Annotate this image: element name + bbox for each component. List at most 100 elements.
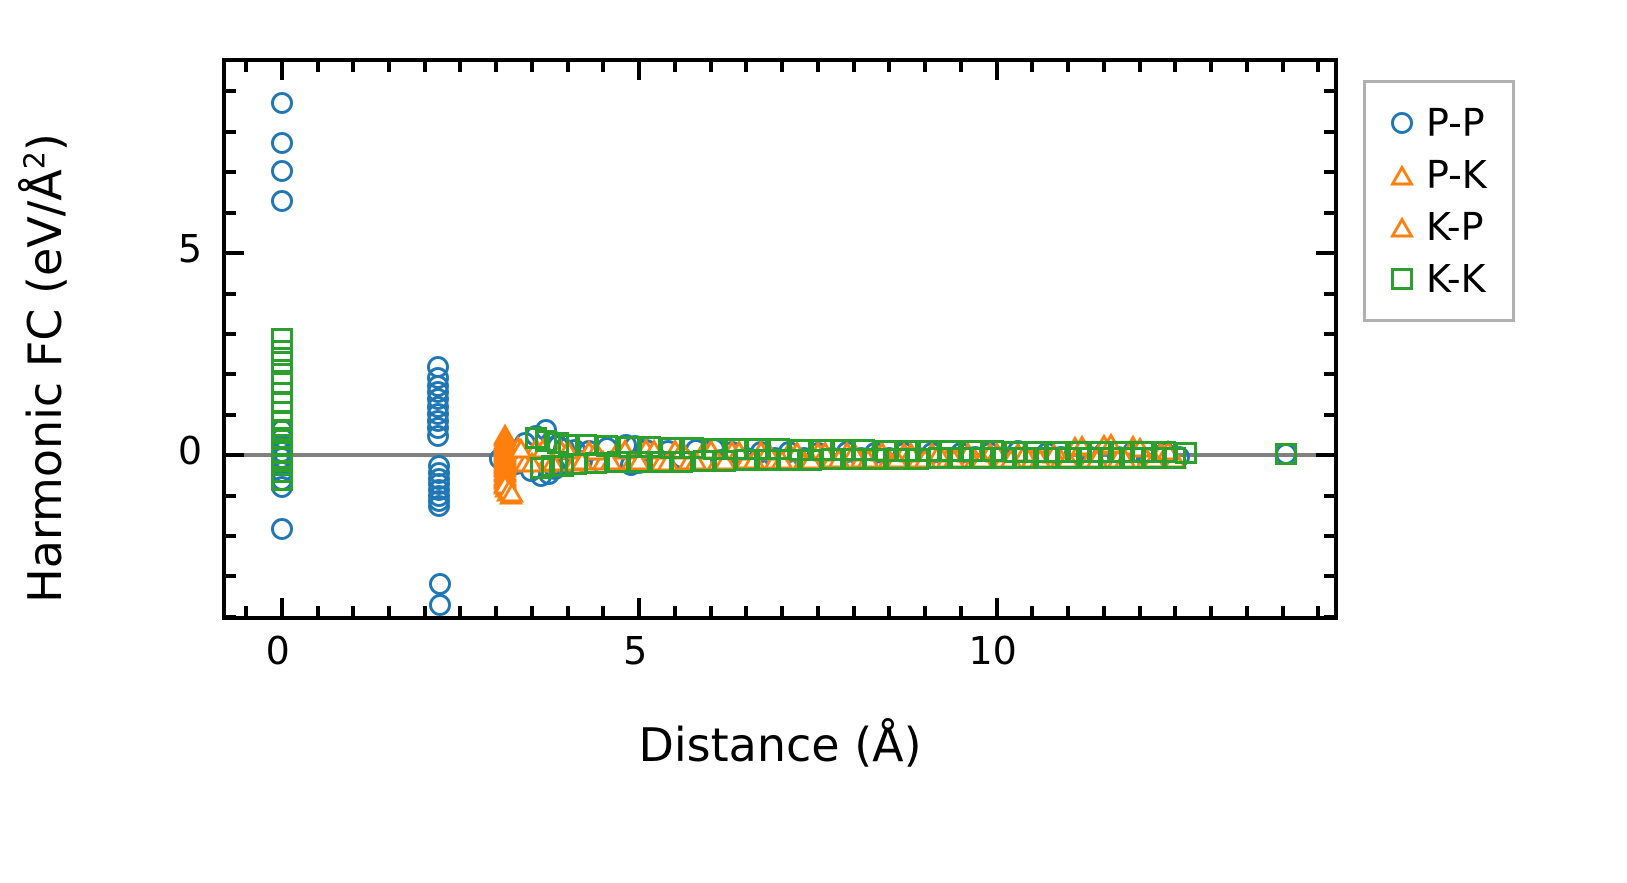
- legend-marker-glyph: [1390, 164, 1414, 186]
- legend-item-k-p[interactable]: K-P: [1366, 201, 1512, 253]
- y-minor-tick-right: [1324, 574, 1334, 579]
- y-minor-tick-right: [1324, 331, 1334, 336]
- scatter-point-p-p: [270, 160, 293, 183]
- x-minor-tick: [1066, 606, 1071, 616]
- y-minor-tick: [226, 210, 236, 215]
- y-minor-tick: [226, 493, 236, 498]
- x-minor-tick: [422, 606, 427, 616]
- x-tick-top: [994, 62, 999, 80]
- x-tick-top: [1066, 62, 1071, 72]
- x-tick-top: [780, 62, 785, 72]
- x-tick-top: [244, 62, 249, 72]
- y-minor-tick-right: [1324, 129, 1334, 134]
- x-tick-top: [1173, 62, 1178, 72]
- x-minor-tick: [244, 606, 249, 616]
- x-major-tick: [279, 598, 284, 616]
- x-tick-top: [744, 62, 749, 72]
- scatter-point-p-p: [428, 495, 451, 518]
- y-major-tick: [226, 251, 244, 256]
- scatter-point-k-k: [270, 469, 293, 492]
- scatter-point-k-k: [1275, 443, 1298, 466]
- x-tick-top: [458, 62, 463, 72]
- scatter-point-k-p: [499, 481, 524, 503]
- x-minor-tick: [351, 606, 356, 616]
- legend-label: K-K: [1426, 257, 1486, 301]
- x-minor-tick: [708, 606, 713, 616]
- x-tick-top: [1316, 62, 1321, 72]
- x-minor-tick: [529, 606, 534, 616]
- x-tick-label: 5: [623, 629, 648, 673]
- x-minor-tick: [494, 606, 499, 616]
- x-minor-tick: [958, 606, 963, 616]
- y-minor-tick-right: [1324, 533, 1334, 538]
- x-minor-tick: [1244, 606, 1249, 616]
- x-minor-tick: [1209, 606, 1214, 616]
- x-minor-tick: [923, 606, 928, 616]
- legend-marker-glyph: [1391, 268, 1413, 290]
- x-tick-label: 10: [968, 629, 1017, 673]
- x-tick-top: [1209, 62, 1214, 72]
- x-minor-tick: [815, 606, 820, 616]
- scatter-point-p-p: [429, 572, 452, 595]
- scatter-point-k-k: [541, 455, 563, 478]
- y-tick-label: 0: [177, 429, 202, 474]
- y-axis-label: Harmonic FC (eV/Å2): [18, 87, 78, 649]
- legend: P-P P-K K-P K-K: [1363, 80, 1515, 322]
- y-minor-tick: [226, 89, 236, 94]
- scatter-point-k-k: [529, 457, 552, 480]
- scatter-point-k-k: [1175, 441, 1198, 464]
- x-major-tick: [637, 598, 642, 616]
- scatter-point-k-k: [535, 429, 558, 452]
- scatter-point-k-k: [270, 327, 293, 350]
- y-minor-tick: [226, 533, 236, 538]
- x-minor-tick: [1173, 606, 1178, 616]
- x-minor-tick: [672, 606, 677, 616]
- x-axis-label: Distance (Å): [638, 718, 922, 772]
- x-tick-top: [958, 62, 963, 72]
- y-major-tick-right: [1316, 453, 1334, 458]
- x-tick-top: [529, 62, 534, 72]
- y-minor-tick: [226, 412, 236, 417]
- x-tick-top: [637, 62, 642, 80]
- scatter-point-p-p: [426, 424, 449, 447]
- x-tick-top: [601, 62, 606, 72]
- x-minor-tick: [1137, 606, 1142, 616]
- legend-item-p-p[interactable]: P-P: [1366, 97, 1512, 149]
- y-minor-tick-right: [1324, 372, 1334, 377]
- scatter-point-k-k: [270, 339, 293, 362]
- scatter-point-p-p: [270, 132, 293, 155]
- y-major-tick: [226, 453, 244, 458]
- legend-marker-glyph: [1391, 112, 1413, 134]
- scatter-point-p-p: [270, 517, 293, 540]
- y-minor-tick-right: [1324, 170, 1334, 175]
- scatter-point-p-p: [270, 189, 293, 212]
- x-minor-tick: [387, 606, 391, 616]
- x-minor-tick: [744, 606, 749, 616]
- y-major-tick-right: [1316, 251, 1334, 256]
- x-major-tick: [994, 598, 999, 616]
- scatter-point-k-k: [270, 351, 293, 374]
- y-minor-tick: [226, 614, 236, 616]
- scatter-point-p-p: [270, 91, 293, 114]
- y-minor-tick-right: [1324, 412, 1334, 417]
- y-minor-tick-right: [1324, 89, 1334, 94]
- legend-item-p-k[interactable]: P-K: [1366, 149, 1512, 201]
- x-minor-tick: [458, 606, 463, 616]
- legend-item-k-k[interactable]: K-K: [1366, 253, 1512, 305]
- scatter-point-p-p: [429, 594, 452, 616]
- y-minor-tick: [226, 372, 236, 377]
- y-minor-tick: [226, 291, 236, 296]
- y-minor-tick: [226, 331, 236, 336]
- x-tick-top: [565, 62, 570, 72]
- legend-label: K-P: [1426, 205, 1484, 249]
- x-tick-top: [422, 62, 427, 72]
- legend-marker-square-icon: [1382, 259, 1422, 299]
- y-minor-tick-right: [1324, 210, 1334, 215]
- x-tick-top: [315, 62, 320, 72]
- x-tick-top: [351, 62, 356, 72]
- x-minor-tick: [780, 606, 785, 616]
- y-axis-label-main: Harmonic FC (eV/Å: [18, 169, 72, 603]
- y-minor-tick: [226, 170, 236, 175]
- scatter-point-k-k: [546, 431, 569, 454]
